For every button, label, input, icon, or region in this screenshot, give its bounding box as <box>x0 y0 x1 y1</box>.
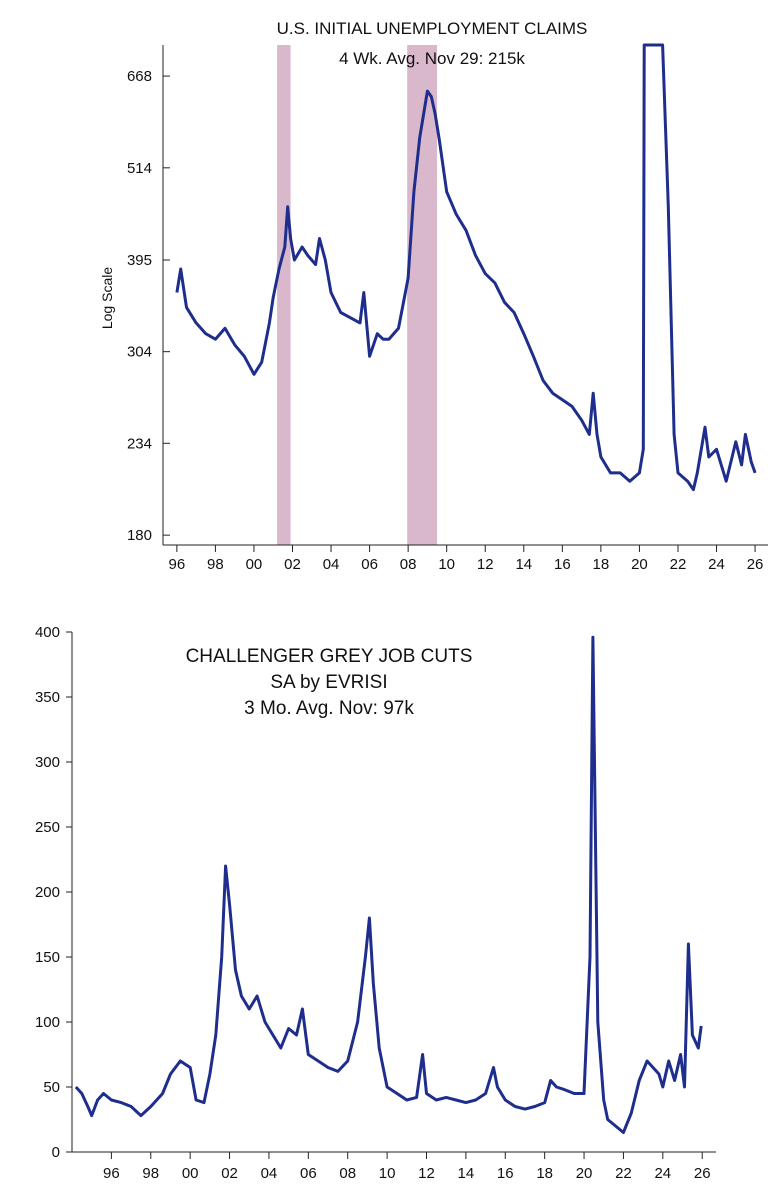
job-cuts-y-tick-label: 300 <box>35 754 60 771</box>
claims-x-tick-label: 18 <box>593 556 610 573</box>
job-cuts-chart: 0 50 100 150 200 250 300 350 400 96 98 00 02 04 06 08 1… <box>35 624 716 1182</box>
claims-x-tick-label: 12 <box>477 556 494 573</box>
job-cuts-x-tick-label: 98 <box>142 1165 159 1182</box>
job-cuts-title: CHALLENGER GREY JOB CUTS <box>186 646 473 667</box>
claims-x-tick-label: 16 <box>554 556 571 573</box>
claims-y-tick-label: 514 <box>127 160 152 177</box>
job-cuts-y-ticks: 0 50 100 150 200 250 300 350 400 <box>35 624 72 1161</box>
job-cuts-y-tick-label: 350 <box>35 689 60 706</box>
claims-x-ticks: 96 98 00 02 04 06 08 10 12 14 16 18 20 22 24 26 <box>169 545 764 573</box>
claims-x-tick-label: 00 <box>246 556 263 573</box>
claims-x-tick-label: 24 <box>708 556 725 573</box>
job-cuts-x-tick-label: 14 <box>458 1165 475 1182</box>
recession-shading <box>277 45 438 545</box>
claims-x-tick-label: 08 <box>400 556 417 573</box>
claims-y-tick-label: 234 <box>127 435 152 452</box>
job-cuts-x-tick-label: 08 <box>339 1165 356 1182</box>
claims-chart: 180 234 304 395 514 668 96 98 00 02 04 06 08 10 12 14 1… <box>99 19 768 573</box>
claims-title: U.S. INITIAL UNEMPLOYMENT CLAIMS <box>277 19 588 38</box>
job-cuts-x-tick-label: 22 <box>615 1165 632 1182</box>
job-cuts-x-tick-label: 16 <box>497 1165 514 1182</box>
claims-y-tick-label: 180 <box>127 527 152 544</box>
claims-x-tick-label: 26 <box>747 556 764 573</box>
job-cuts-x-tick-label: 96 <box>103 1165 120 1182</box>
claims-x-tick-label: 04 <box>323 556 340 573</box>
job-cuts-y-tick-label: 400 <box>35 624 60 641</box>
job-cuts-x-tick-label: 04 <box>261 1165 278 1182</box>
claims-y-tick-label: 668 <box>127 68 152 85</box>
claims-x-tick-label: 02 <box>284 556 301 573</box>
job-cuts-x-ticks: 96 98 00 02 04 06 08 10 12 14 16 18 20 22 24 26 <box>103 1152 711 1182</box>
claims-x-tick-label: 22 <box>670 556 687 573</box>
claims-x-tick-label: 20 <box>631 556 648 573</box>
claims-y-ticks: 180 234 304 395 514 668 <box>127 68 170 544</box>
job-cuts-x-tick-label: 00 <box>182 1165 199 1182</box>
recession-band-0 <box>277 45 291 545</box>
job-cuts-x-tick-label: 10 <box>379 1165 396 1182</box>
claims-x-tick-label: 98 <box>207 556 224 573</box>
claims-x-tick-label: 14 <box>515 556 532 573</box>
claims-y-tick-label: 304 <box>127 344 152 361</box>
job-cuts-series-line <box>74 635 703 1134</box>
job-cuts-y-tick-label: 0 <box>52 1144 60 1161</box>
job-cuts-y-tick-label: 200 <box>35 884 60 901</box>
job-cuts-y-tick-label: 50 <box>43 1079 60 1096</box>
job-cuts-x-tick-label: 02 <box>221 1165 238 1182</box>
job-cuts-y-tick-label: 150 <box>35 949 60 966</box>
claims-x-tick-label: 06 <box>361 556 378 573</box>
claims-x-tick-label: 96 <box>169 556 186 573</box>
job-cuts-x-tick-label: 24 <box>654 1165 671 1182</box>
claims-subtitle: 4 Wk. Avg. Nov 29: 215k <box>339 49 525 68</box>
job-cuts-y-tick-label: 250 <box>35 819 60 836</box>
claims-series-line <box>175 43 757 492</box>
job-cuts-y-tick-label: 100 <box>35 1014 60 1031</box>
job-cuts-x-tick-label: 18 <box>536 1165 553 1182</box>
claims-y-label: Log Scale <box>99 267 115 329</box>
claims-y-tick-label: 395 <box>127 252 152 269</box>
claims-x-tick-label: 10 <box>438 556 455 573</box>
job-cuts-x-tick-label: 26 <box>694 1165 711 1182</box>
job-cuts-x-tick-label: 20 <box>576 1165 593 1182</box>
job-cuts-subtitle: SA by EVRISI <box>270 672 387 693</box>
job-cuts-x-tick-label: 12 <box>418 1165 435 1182</box>
job-cuts-x-tick-label: 06 <box>300 1165 317 1182</box>
job-cuts-annotation: 3 Mo. Avg. Nov: 97k <box>244 698 414 719</box>
